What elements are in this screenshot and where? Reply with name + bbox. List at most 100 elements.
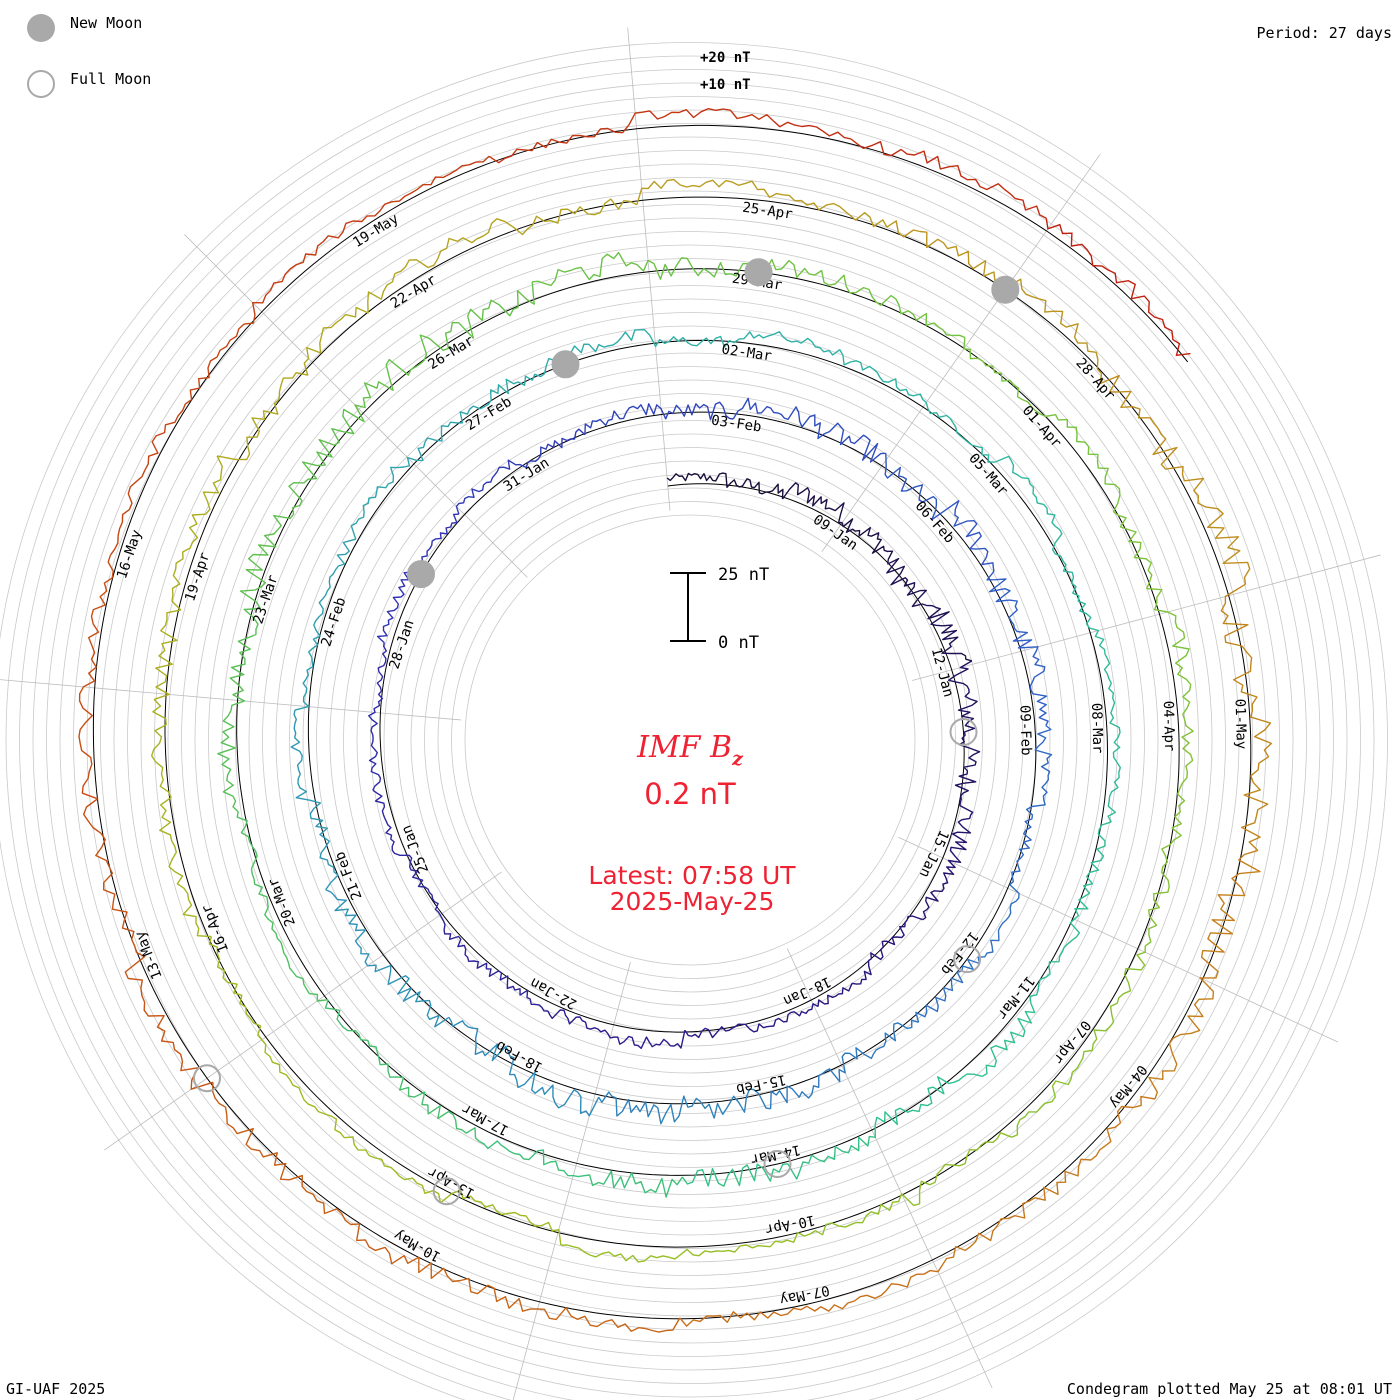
grid-ring	[289, 339, 1091, 1141]
date-tick-label: 03-Feb	[710, 412, 762, 435]
current-value: 0.2 nT	[644, 777, 736, 811]
bz-trace-segment	[732, 397, 886, 463]
bz-trace-segment	[350, 405, 481, 540]
grid-ring	[5, 55, 1375, 1400]
grid-ring	[59, 109, 1321, 1371]
latest-time: Latest: 07:58 UT	[588, 861, 796, 890]
bz-trace-segment	[448, 1016, 600, 1117]
scale-bottom-label: 0 nT	[718, 633, 759, 653]
bz-trace-segment	[211, 1082, 420, 1265]
grid-ring	[343, 393, 1037, 1087]
bz-trace-segment	[684, 1003, 819, 1039]
radial-spoke	[821, 154, 1101, 552]
bz-trace-segment	[1144, 719, 1194, 947]
grid-ring	[154, 204, 1226, 1276]
bz-trace-segment	[986, 571, 1049, 726]
full-moon-marker	[432, 1177, 461, 1206]
bz-trace-segment	[441, 917, 548, 1012]
new-moon-legend-icon	[27, 14, 55, 42]
grid-ring	[19, 69, 1361, 1400]
date-tick-label: 15-Jan	[916, 827, 952, 880]
moon-marker-layer	[193, 258, 1020, 1206]
grid-ring	[235, 285, 1145, 1195]
full-moon-marker	[193, 1064, 221, 1093]
grid-ring	[0, 42, 1388, 1400]
bz-trace-segment	[769, 1019, 919, 1109]
date-tick-label: 01-May	[1231, 698, 1248, 749]
bz-trace-segment	[547, 1009, 686, 1050]
period-label: Period: 27 days	[1256, 24, 1392, 42]
bz-trace-segment	[649, 331, 841, 356]
date-tick-label: 09-Feb	[1016, 705, 1033, 756]
date-tick-label: 25-Jan	[399, 823, 433, 876]
date-tick-label: 02-Mar	[720, 341, 772, 364]
bz-trace-segment	[532, 251, 753, 287]
date-tick-label: 07-May	[778, 1282, 831, 1308]
date-tick-label: 13-May	[132, 929, 166, 982]
bz-trace-segment	[839, 349, 995, 463]
date-tick-label: 25-Apr	[741, 200, 793, 223]
bz-trace-segment	[751, 258, 966, 339]
bz-trace-segment	[1011, 945, 1146, 1138]
grid-ring	[383, 433, 997, 1047]
grid-ring	[181, 231, 1199, 1249]
bz-trace-segment	[394, 198, 638, 275]
full-moon-marker	[953, 945, 982, 974]
grid-ring	[356, 406, 1024, 1074]
bz-trace-segment	[560, 1232, 799, 1263]
grid-ring	[316, 366, 1064, 1114]
grid-ring	[167, 217, 1213, 1263]
bz-trace-segment	[681, 1125, 876, 1187]
bz-trace-segment	[1009, 724, 1053, 886]
latest-date: 2025-May-25	[610, 887, 775, 916]
bz-trace-segment	[150, 698, 212, 938]
bz-trace-segment	[963, 337, 1121, 503]
bz-trace-segment	[817, 915, 924, 1007]
new-moon-marker	[551, 350, 580, 379]
bz-trace-segment	[251, 155, 490, 316]
radial-spoke	[512, 962, 631, 1400]
bz-trace-segment	[372, 789, 443, 919]
bz-trace-segment	[236, 811, 329, 1002]
grid-ring	[221, 271, 1159, 1209]
bz-trace-segment	[109, 314, 256, 556]
grid-ring	[100, 150, 1280, 1330]
bz-trace-segment	[1029, 821, 1112, 1004]
grid-ring	[464, 514, 916, 966]
bz-trace-segment	[455, 428, 586, 515]
date-tick-label: 01-Apr	[1019, 403, 1065, 451]
grid-ring	[410, 460, 970, 1020]
date-tick-label: 15-Feb	[735, 1071, 788, 1097]
grid-ring	[451, 501, 929, 979]
grid-ring	[32, 82, 1348, 1398]
parameter-name: IMF B	[636, 730, 732, 765]
grid-ring	[302, 352, 1078, 1128]
bz-trace-segment	[78, 555, 114, 834]
radial-spoke	[0, 679, 461, 721]
date-tick-label: 18-Feb	[493, 1037, 545, 1075]
bz-trace-segment	[479, 1140, 683, 1198]
bz-trace-segment	[874, 1002, 1036, 1126]
trace-layer	[78, 107, 1273, 1333]
bz-trace-segment	[1089, 627, 1122, 823]
new-moon-legend-label: New Moon	[70, 14, 143, 32]
bz-trace-segment	[1112, 502, 1192, 721]
grid-ring	[127, 177, 1253, 1303]
bz-trace-segment	[922, 792, 974, 921]
scale-label-20: +20 nT	[700, 50, 751, 66]
grid-ring	[329, 379, 1051, 1101]
grid-ring	[397, 447, 983, 1033]
full-moon-marker	[949, 718, 978, 746]
grid-layer	[0, 42, 1388, 1400]
grid-ring	[46, 96, 1334, 1384]
bz-trace-segment	[488, 107, 774, 164]
bz-trace-segment	[598, 1088, 771, 1125]
bz-trace-segment	[1045, 218, 1191, 357]
grid-ring	[275, 325, 1105, 1155]
bz-trace-segment	[772, 120, 1047, 219]
bz-trace-segment	[290, 709, 339, 891]
new-moon-marker	[991, 275, 1020, 304]
bz-trace-segment	[153, 455, 223, 701]
